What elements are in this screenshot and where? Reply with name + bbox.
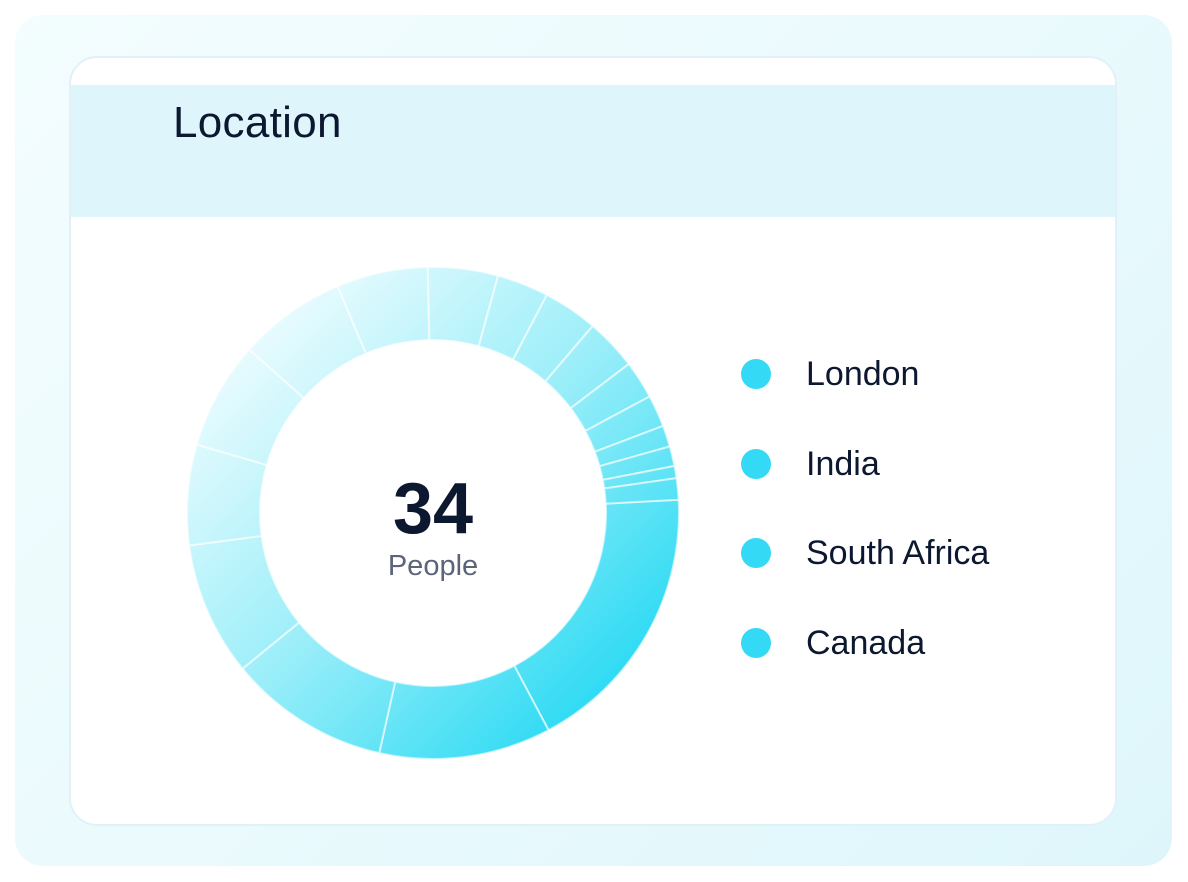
donut-segment-1 — [512, 498, 680, 732]
legend-dot — [741, 449, 771, 479]
card-title: Location — [173, 98, 342, 147]
donut-segment-18 — [603, 477, 680, 505]
total-label: People — [387, 550, 479, 582]
donut-chart — [186, 266, 680, 760]
legend-dot — [741, 538, 771, 568]
location-card: Location 34 People London India South Af… — [69, 56, 1117, 826]
legend-item-india: India — [741, 444, 880, 484]
total-count: 34 — [392, 469, 474, 549]
legend-item-south-africa: South Africa — [741, 533, 989, 573]
legend-dot — [741, 359, 771, 389]
legend-item-canada: Canada — [741, 623, 925, 663]
legend-item-london: London — [741, 354, 919, 394]
card-header — [71, 85, 1115, 217]
legend-dot — [741, 628, 771, 658]
